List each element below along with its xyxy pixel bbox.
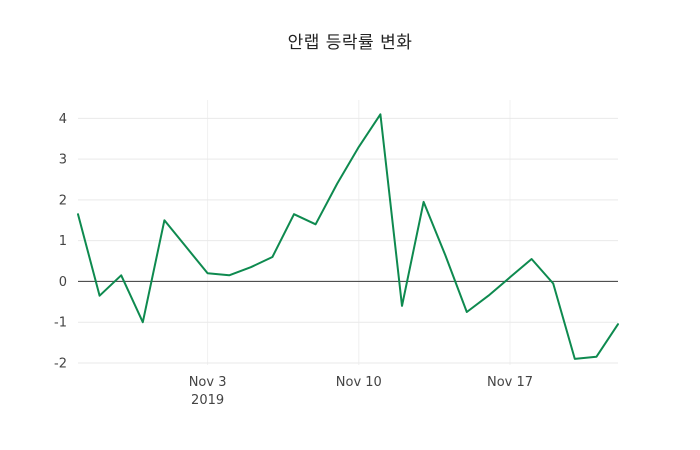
x-tick-label: Nov 3: [189, 375, 227, 390]
y-tick-label: -1: [54, 316, 67, 331]
chart-title: 안랩 등락률 변화: [287, 33, 413, 53]
y-tick-label: -2: [54, 356, 67, 371]
y-tick-label: 2: [59, 193, 67, 208]
series-line: [77, 113, 619, 360]
y-tick-label: 4: [59, 112, 67, 127]
y-tick-label: 3: [59, 153, 67, 168]
y-tick-label: 1: [59, 234, 67, 249]
x-tick-label: Nov 17: [487, 375, 533, 390]
x-tick-label: Nov 10: [336, 375, 382, 390]
y-tick-label: 0: [59, 275, 67, 290]
x-tick-year-label: 2019: [191, 393, 224, 408]
